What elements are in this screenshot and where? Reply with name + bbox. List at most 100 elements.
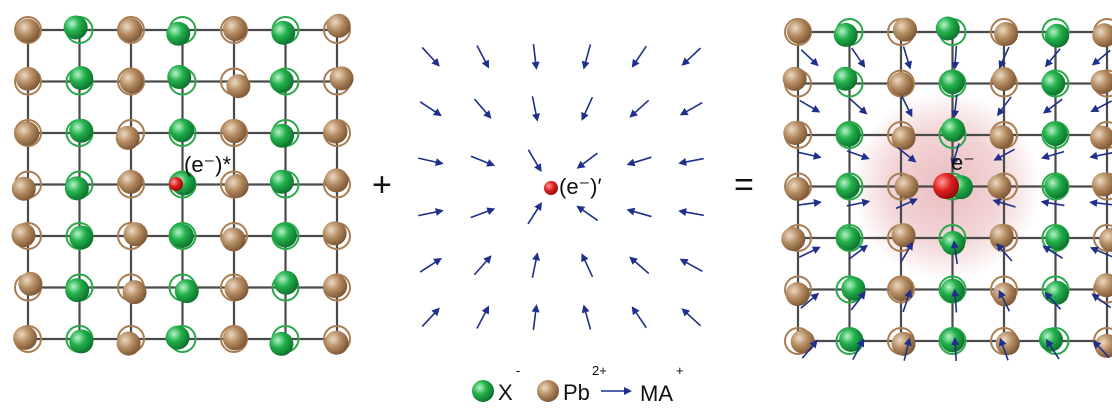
ma-cation-arrow	[626, 156, 652, 167]
arrow-head	[1089, 199, 1098, 208]
ma-cation-arrow	[1091, 293, 1112, 309]
arrow-head	[998, 59, 1006, 69]
pb-ion	[782, 66, 807, 91]
arrow-head	[678, 158, 687, 166]
ma-cation-arrow	[996, 242, 1013, 262]
arrow-head	[950, 240, 959, 249]
x-ion	[836, 122, 861, 147]
legend-pb-charge: 2+	[592, 363, 607, 378]
ma-cation-arrow	[418, 157, 444, 166]
ma-cation-arrow	[1042, 245, 1064, 260]
pb-ion	[324, 168, 349, 193]
x-ion	[69, 225, 94, 250]
ma-cation-arrow	[473, 255, 492, 276]
pb-ion	[18, 271, 43, 296]
arrow-head	[581, 253, 589, 263]
arrow-head	[907, 154, 917, 163]
ma-cation-arrow	[798, 151, 822, 160]
arrow-head	[905, 241, 914, 251]
pb-ion	[221, 227, 246, 252]
ma-cation-arrow	[951, 45, 960, 70]
equals-operator: =	[734, 166, 754, 204]
arrow-head	[576, 160, 586, 169]
ma-cation-arrow	[848, 244, 869, 260]
x-ion	[174, 279, 199, 304]
ma-cation-arrow	[470, 207, 496, 219]
pb-ion	[994, 21, 1019, 46]
pb-ion	[224, 276, 249, 301]
pb-ion-lattice-site	[117, 67, 145, 96]
pb-ion	[15, 121, 40, 146]
ma-cation-arrow	[797, 199, 822, 207]
ma-cation-arrow	[1040, 150, 1065, 160]
x-ion	[269, 331, 294, 356]
arrow-head	[996, 242, 1005, 252]
arrow-head	[810, 292, 820, 301]
arrow-head	[857, 290, 866, 300]
x-ion-lattice-site	[938, 327, 967, 355]
arrow-head	[860, 152, 870, 161]
pb-ion	[781, 227, 806, 252]
pb-ion	[115, 125, 140, 150]
ma-cation-arrow	[531, 96, 540, 122]
pb-ion	[786, 19, 811, 44]
x-ion	[169, 223, 194, 248]
ma-cation-arrow	[679, 101, 703, 116]
right-electron-label: e⁻	[951, 150, 975, 175]
pb-ion	[118, 169, 143, 194]
pb-ion-lattice-site	[784, 18, 812, 46]
ma-cation-arrow	[1089, 151, 1112, 160]
arrow-head	[629, 256, 638, 265]
x-ion	[64, 176, 89, 201]
ma-cation-arrow	[951, 94, 959, 119]
arrow-head	[951, 337, 960, 346]
arrow-head	[432, 108, 442, 117]
pb-ion	[1094, 333, 1112, 358]
pb-ion	[122, 280, 147, 305]
pb-ion	[785, 282, 810, 307]
ma-cation-arrow	[852, 338, 865, 360]
ma-cation-arrow	[799, 99, 821, 113]
ma-cation-arrow	[1044, 48, 1061, 68]
arrow-head	[626, 158, 636, 167]
pb-ion	[889, 71, 914, 96]
ma-cation-arrow	[531, 304, 540, 330]
arrow-head	[1090, 104, 1100, 112]
arrow-head	[810, 57, 819, 67]
pb-ion	[323, 119, 348, 144]
arrow-head	[481, 59, 489, 69]
electron-left	[169, 177, 183, 191]
arrow-head	[811, 246, 821, 254]
ma-cation-arrow	[993, 148, 1015, 161]
arrow-head	[433, 257, 442, 266]
arrow-head	[1091, 57, 1101, 66]
ma-cation-arrow	[531, 43, 540, 70]
ma-cation-arrow	[581, 304, 592, 330]
pb-ion	[989, 223, 1014, 248]
arrow-head	[1091, 293, 1101, 302]
arrow-head	[1089, 246, 1099, 255]
ma-cation-arrow	[419, 101, 442, 117]
legend-pb-label: Pb	[563, 380, 590, 403]
pb-ion	[119, 69, 144, 94]
x-ion-lattice-site	[168, 222, 197, 250]
ma-cation-arrow	[421, 46, 440, 67]
x-ion	[273, 223, 298, 248]
arrow-head	[576, 205, 586, 214]
ma-cation-arrow	[951, 337, 960, 362]
pb-ion	[1090, 125, 1112, 150]
x-ion	[69, 329, 94, 354]
arrow-head	[813, 199, 822, 207]
arrow-head	[1042, 245, 1052, 254]
ma-cation-arrow	[418, 208, 444, 217]
x-ion	[274, 270, 299, 295]
ma-cation-arrow	[626, 207, 652, 218]
ma-cation-arrow	[421, 307, 440, 328]
arrow-head	[631, 58, 640, 68]
x-ion	[1043, 122, 1068, 147]
arrow-head	[857, 59, 866, 68]
x-ion	[269, 68, 294, 93]
pb-ion	[222, 119, 247, 144]
arrow-head	[909, 198, 918, 206]
